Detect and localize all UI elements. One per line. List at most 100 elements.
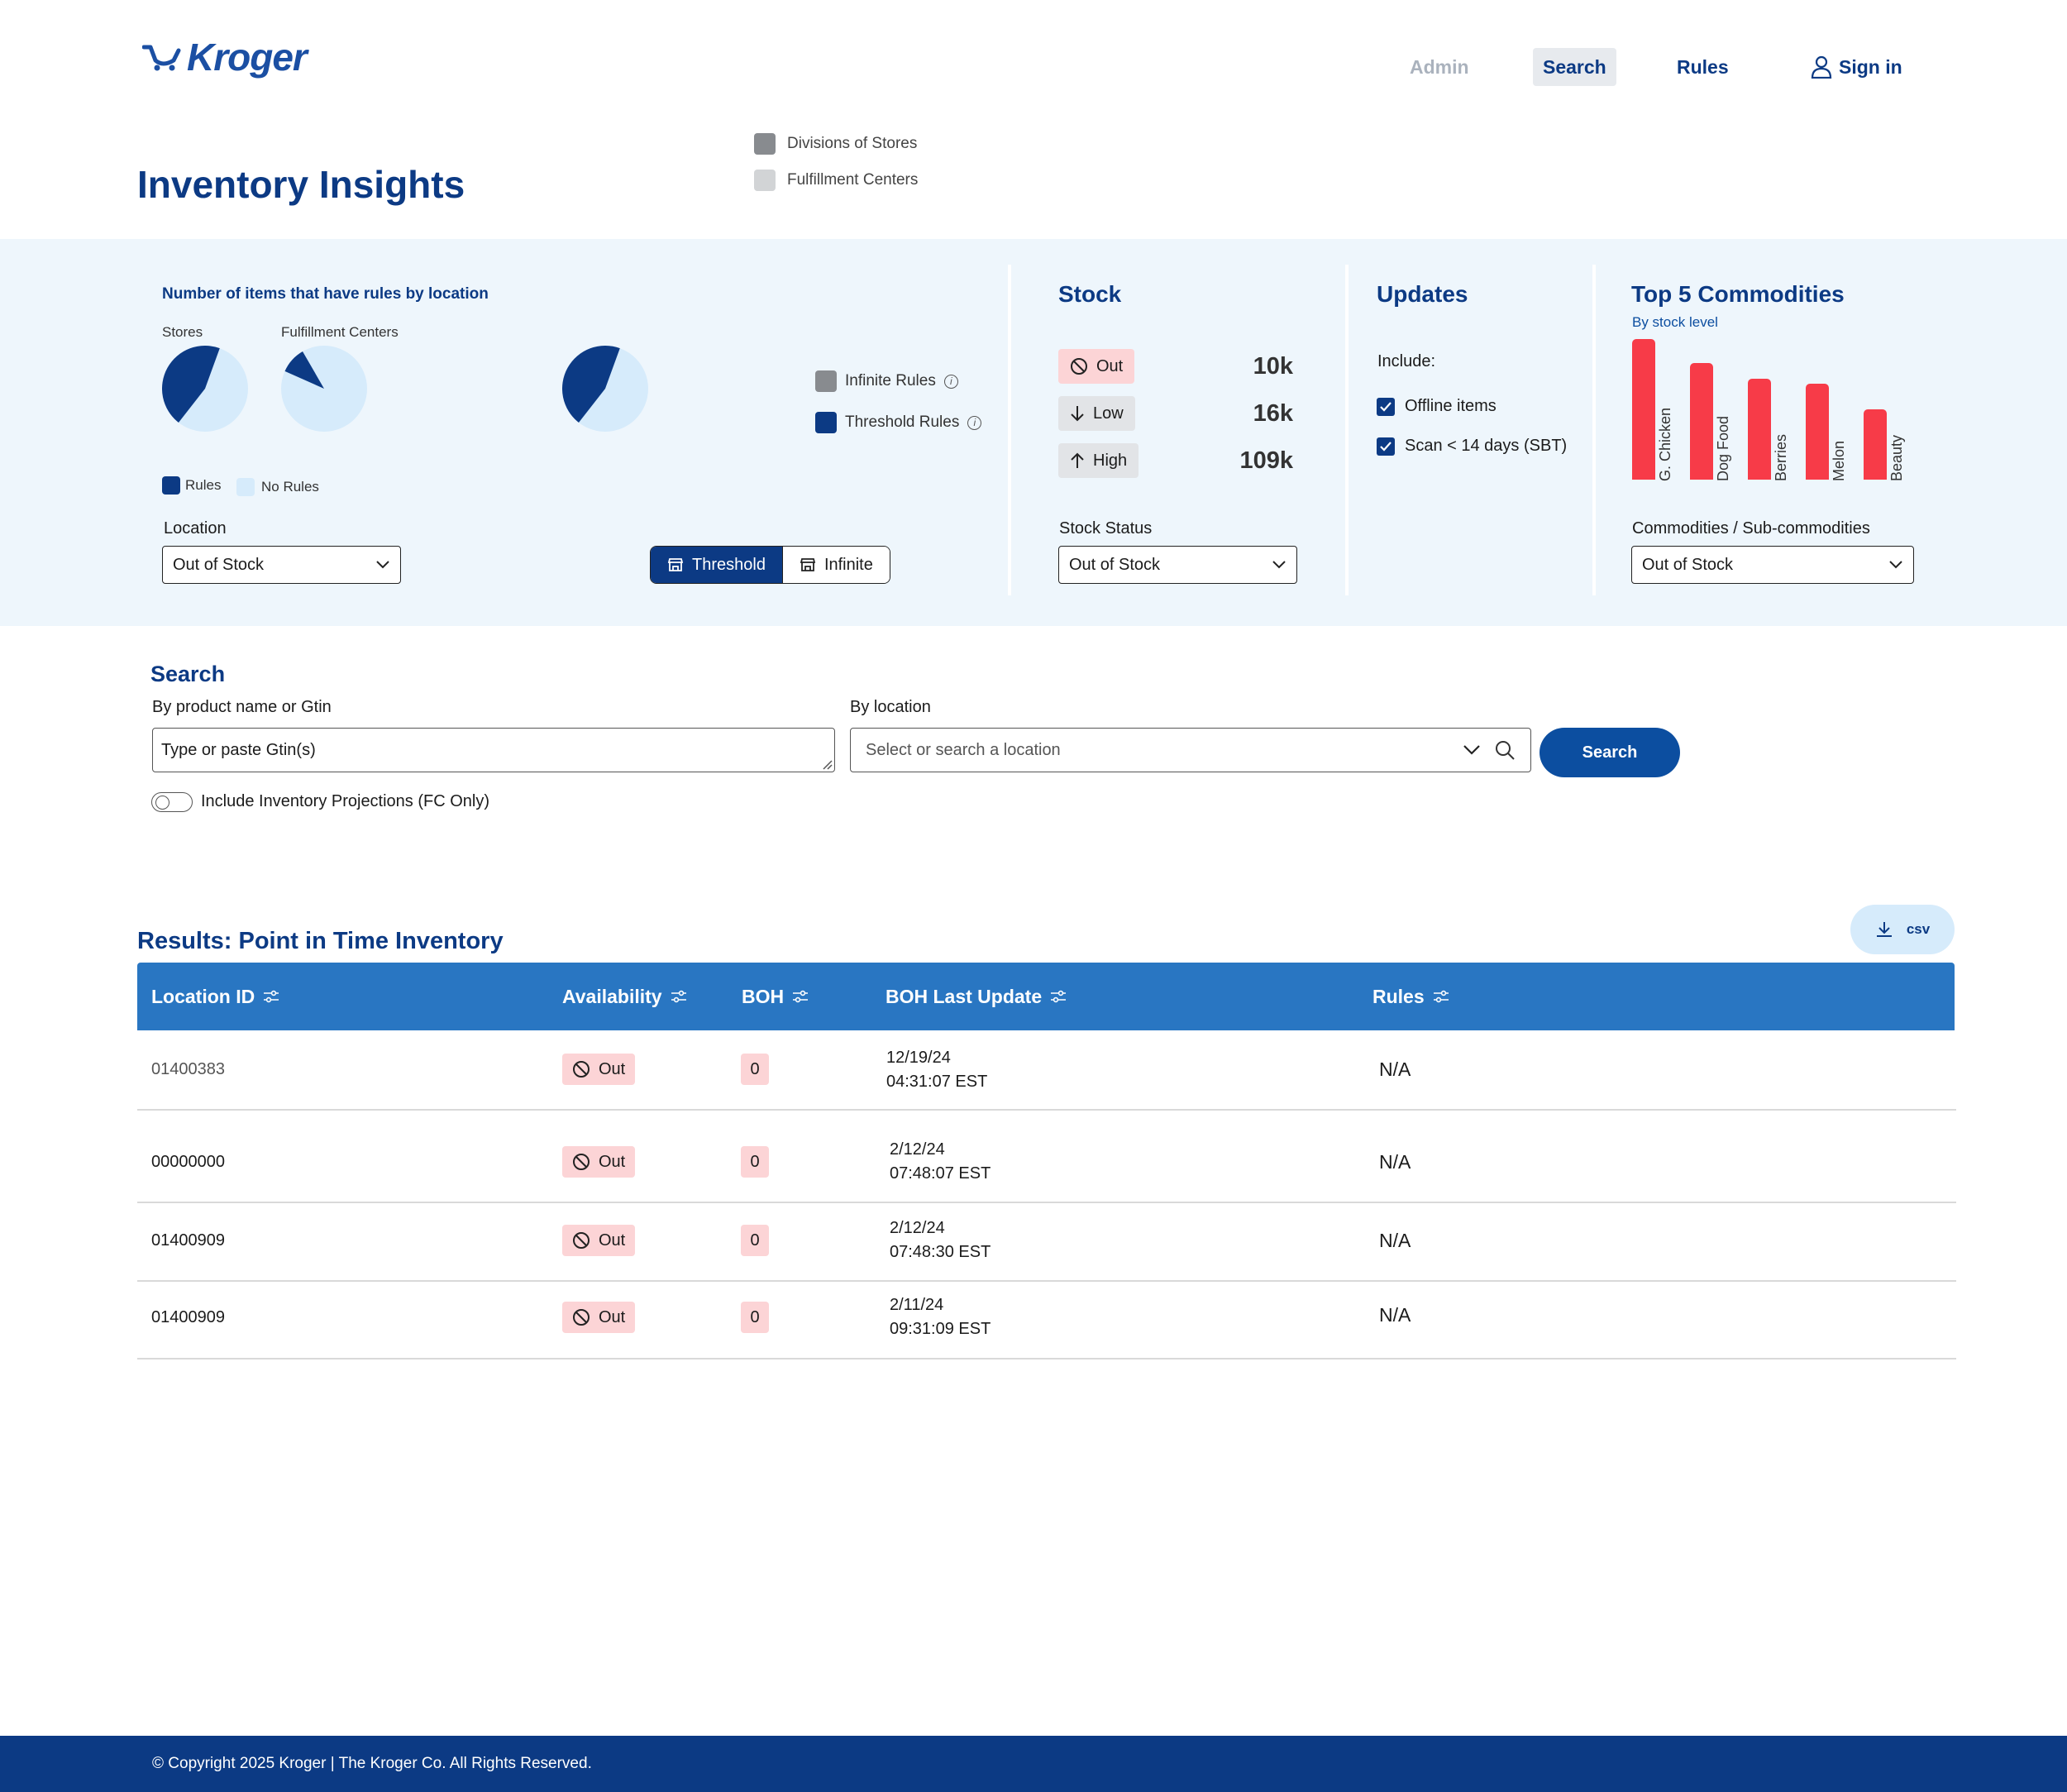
legend-label: Divisions of Stores — [787, 135, 918, 152]
cell-location-id: 00000000 — [151, 1153, 225, 1171]
search-section-title: Search — [150, 662, 226, 686]
column-header-boh[interactable]: BOH — [742, 963, 809, 1030]
stock-status-label: Stock Status — [1059, 519, 1153, 538]
stock-value: 10k — [1253, 352, 1293, 380]
legend-swatch — [815, 370, 837, 392]
gtin-input[interactable]: Type or paste Gtin(s) — [152, 728, 835, 772]
nav-rules[interactable]: Rules — [1677, 56, 1729, 78]
sort-filter-icon[interactable] — [671, 990, 687, 1003]
projections-toggle[interactable] — [151, 792, 193, 812]
chevron-down-icon — [1889, 561, 1902, 569]
stock-status-select[interactable]: Out of Stock — [1058, 546, 1297, 584]
bar[interactable] — [1748, 378, 1771, 480]
legend-label: Fulfillment Centers — [787, 171, 919, 189]
legend-label: No Rules — [261, 479, 319, 495]
cell-rules: N/A — [1379, 1058, 1411, 1080]
logo-text: Kroger — [187, 36, 308, 79]
threshold-label: Threshold — [692, 555, 766, 574]
legend-divisions: Divisions of Stores — [754, 126, 918, 162]
cell-location-id: 01400909 — [151, 1231, 225, 1250]
column-header-location-id[interactable]: Location ID — [151, 963, 279, 1030]
column-header-availability[interactable]: Availability — [562, 963, 687, 1030]
ban-icon — [573, 1232, 590, 1249]
info-icon[interactable]: i — [943, 374, 958, 389]
panel-divider — [1345, 265, 1349, 595]
column-label: Rules — [1372, 985, 1425, 1007]
boh-date: 2/12/24 — [890, 1219, 945, 1237]
page-title: Inventory Insights — [137, 163, 465, 206]
boh-badge: 0 — [741, 1302, 769, 1333]
column-label: BOH — [742, 985, 785, 1007]
panel-divider — [1008, 265, 1011, 595]
bar[interactable] — [1632, 339, 1655, 480]
checkbox-checked[interactable] — [1377, 437, 1395, 456]
nav-search[interactable]: Search — [1533, 48, 1616, 86]
results-table-header: Location ID Availability BOH BOH Last Up… — [137, 963, 1955, 1030]
availability-label: Out — [599, 1307, 626, 1326]
bar[interactable] — [1864, 409, 1887, 480]
product-field-label: By product name or Gtin — [152, 698, 332, 716]
footer: © Copyright 2025 Kroger | The Kroger Co.… — [0, 1736, 2067, 1792]
cell-boh-date: 12/19/24 04:31:07 EST — [886, 1046, 987, 1094]
legend-label: Threshold Rules — [845, 413, 960, 431]
column-header-boh-last-update[interactable]: BOH Last Update — [886, 963, 1067, 1030]
pie-slices — [162, 346, 248, 432]
bar-category-label: Melon — [1831, 440, 1847, 481]
location-search-input[interactable]: Select or search a location — [850, 728, 1531, 772]
commodities-select[interactable]: Out of Stock — [1631, 546, 1914, 584]
cell-rules: N/A — [1379, 1304, 1411, 1326]
chevron-down-icon — [376, 561, 389, 569]
bar[interactable] — [1806, 384, 1829, 480]
check-icon — [1380, 401, 1392, 412]
availability-label: Out — [599, 1152, 626, 1171]
location-placeholder: Select or search a location — [866, 740, 1061, 759]
row-divider — [137, 1109, 1956, 1111]
offline-items-checkbox[interactable]: Offline items — [1377, 397, 1497, 416]
checkbox-label: Offline items — [1405, 397, 1497, 415]
csv-download-button[interactable]: csv — [1850, 905, 1955, 954]
ban-icon — [573, 1061, 590, 1078]
search-icon[interactable] — [1494, 739, 1516, 761]
resize-handle-icon[interactable] — [821, 758, 833, 770]
location-select[interactable]: Out of Stock — [162, 546, 401, 584]
sort-filter-icon[interactable] — [1433, 990, 1449, 1003]
nav-admin[interactable]: Admin — [1410, 56, 1469, 78]
stock-pill: Out — [1058, 349, 1135, 384]
stock-status-value: Out of Stock — [1069, 555, 1161, 574]
bar[interactable] — [1690, 362, 1713, 480]
stock-row-high[interactable]: High 109k — [1058, 443, 1293, 478]
include-label: Include: — [1377, 352, 1436, 370]
rules-panel-title: Number of items that have rules by locat… — [162, 285, 489, 303]
column-header-rules[interactable]: Rules — [1372, 963, 1449, 1030]
checkbox-checked[interactable] — [1377, 397, 1395, 416]
scan-sbt-checkbox[interactable]: Scan < 14 days (SBT) — [1377, 437, 1567, 456]
sort-filter-icon[interactable] — [1050, 990, 1067, 1003]
chevron-down-icon[interactable] — [1463, 744, 1481, 756]
kroger-logo[interactable]: Kroger — [142, 35, 308, 79]
stock-label: Out — [1096, 356, 1124, 375]
search-button[interactable]: Search — [1540, 728, 1680, 777]
stock-title: Stock — [1058, 281, 1122, 307]
row-divider — [137, 1280, 1956, 1282]
sort-filter-icon[interactable] — [263, 990, 279, 1003]
commodities-bar-chart: G. Chicken Dog Food Berries Melon Beauty — [1631, 339, 1912, 481]
infinite-toggle-button[interactable]: Infinite — [781, 547, 890, 583]
boh-badge: 0 — [741, 1054, 769, 1085]
availability-label: Out — [599, 1059, 626, 1078]
threshold-toggle-button[interactable]: Threshold — [651, 547, 782, 583]
stock-value: 16k — [1253, 399, 1293, 427]
results-title: Results: Point in Time Inventory — [137, 928, 504, 954]
stock-row-out[interactable]: Out 10k — [1058, 349, 1293, 384]
legend-fulfillment: Fulfillment Centers — [754, 162, 918, 198]
stock-row-low[interactable]: Low 16k — [1058, 396, 1293, 431]
location-field-label: By location — [850, 698, 931, 716]
info-icon[interactable]: i — [967, 415, 982, 430]
legend-swatch — [236, 478, 255, 496]
sign-in-link[interactable]: Sign in — [1801, 48, 1912, 86]
boh-date: 2/12/24 — [890, 1140, 945, 1159]
check-icon — [1380, 441, 1392, 452]
stock-label: Low — [1093, 404, 1124, 423]
sort-filter-icon[interactable] — [792, 990, 809, 1003]
projections-toggle-label: Include Inventory Projections (FC Only) — [201, 792, 490, 810]
commodities-select-value: Out of Stock — [1642, 555, 1734, 574]
